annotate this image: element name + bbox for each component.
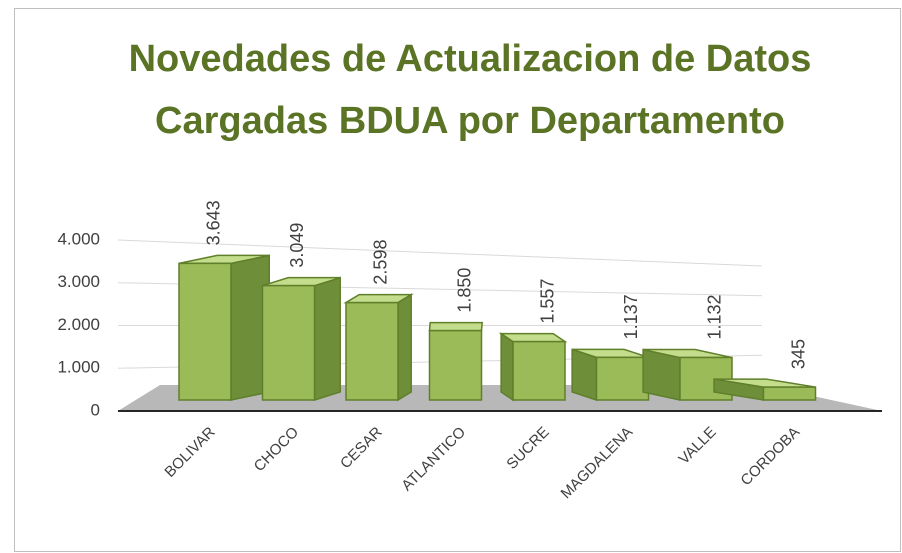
bar-front [512,340,566,401]
bar [343,293,414,402]
bar-top [428,321,483,332]
chart-title: Novedades de Actualizacion de Datos Carg… [128,38,812,142]
bar-front [345,301,399,401]
bar-front [595,356,650,401]
bar-side [500,332,514,402]
bar-side [642,348,681,401]
bar [571,348,650,402]
bar [428,321,483,401]
value-label: 3.643 [204,200,224,245]
value-label: 1.132 [705,295,725,340]
chart-border [14,8,901,552]
value-label: 1.557 [538,279,558,324]
value-label: 2.598 [371,240,391,285]
bar [178,254,270,401]
grid-line [117,239,763,267]
bar-side [397,293,412,402]
bar-front [428,329,483,401]
bar-front [762,386,817,401]
y-tick-label: 2.000 [57,315,100,334]
bar-front [261,284,316,401]
bar [498,332,568,402]
bar [713,378,817,401]
y-tick-label: 4.000 [57,229,100,248]
value-label: 3.049 [287,223,307,268]
value-label: 1.850 [454,268,474,313]
bar-side [571,348,598,402]
y-tick-label: 1.000 [57,358,100,377]
y-tick-label: 0 [91,400,100,419]
value-label: 345 [788,339,808,369]
bar-top [343,293,414,304]
bar-front [178,262,232,401]
bar-top [498,332,568,343]
bar [261,276,341,402]
value-label: 1.137 [621,294,641,339]
bar-side [313,276,341,402]
y-tick-label: 3.000 [57,272,100,291]
